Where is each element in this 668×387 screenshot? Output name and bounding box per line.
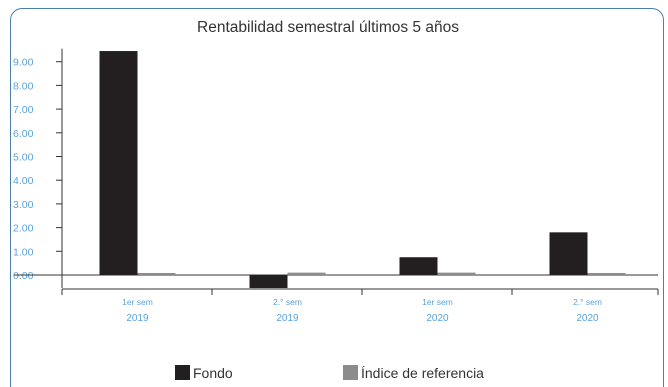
- legend: Fondo Índice de referencia: [175, 365, 484, 381]
- x-tick-label-line1: 2.° sem: [573, 297, 602, 307]
- bar-indice-2: [287, 272, 326, 275]
- bar-fondo-4: [549, 232, 588, 275]
- x-axis: 1er sem 2019 2.° sem 2019 1er sem 2020 2.° sem…: [61, 288, 659, 324]
- y-tick-label: 6.00: [13, 128, 34, 140]
- x-tick-label-line2: 2019: [276, 313, 299, 324]
- chart-frame: [10, 8, 664, 387]
- y-tick-label: 2.00: [13, 223, 34, 235]
- y-tick-label: 5.00: [13, 152, 34, 164]
- legend-label: Fondo: [193, 365, 233, 381]
- bars: [99, 51, 626, 289]
- y-tick-label: 9.00: [13, 57, 34, 69]
- bar-fondo-3: [399, 257, 438, 275]
- x-tick-label-line2: 2019: [126, 313, 149, 324]
- bar-indice-4: [587, 273, 626, 275]
- y-tick-label: 7.00: [13, 104, 34, 116]
- y-tick-label: 4.00: [13, 175, 34, 187]
- bar-indice-3: [437, 272, 476, 275]
- chart-title: Rentabilidad semestral últimos 5 años: [197, 19, 459, 36]
- x-tick-label-line2: 2020: [576, 313, 599, 324]
- y-tick-label: 1.00: [13, 246, 34, 258]
- bar-indice-1: [137, 273, 176, 275]
- x-tick-label-line2: 2020: [426, 313, 449, 324]
- legend-swatch: [175, 365, 190, 380]
- y-tick-label: 0.00: [13, 270, 34, 282]
- x-tick-label-line1: 1er sem: [122, 297, 153, 307]
- y-tick-label: 3.00: [13, 199, 34, 211]
- legend-swatch: [343, 365, 358, 380]
- y-tick-label: 8.00: [13, 80, 34, 92]
- bar-fondo-2: [249, 275, 288, 289]
- x-tick-label-line1: 2.° sem: [273, 297, 302, 307]
- x-tick-label-line1: 1er sem: [422, 297, 453, 307]
- legend-label: Índice de referencia: [361, 365, 484, 381]
- bar-fondo-1: [99, 51, 138, 275]
- y-axis: 0.00 1.00 2.00 3.00 4.00 5.00 6.00 7.00 8.00 9.00: [13, 48, 658, 289]
